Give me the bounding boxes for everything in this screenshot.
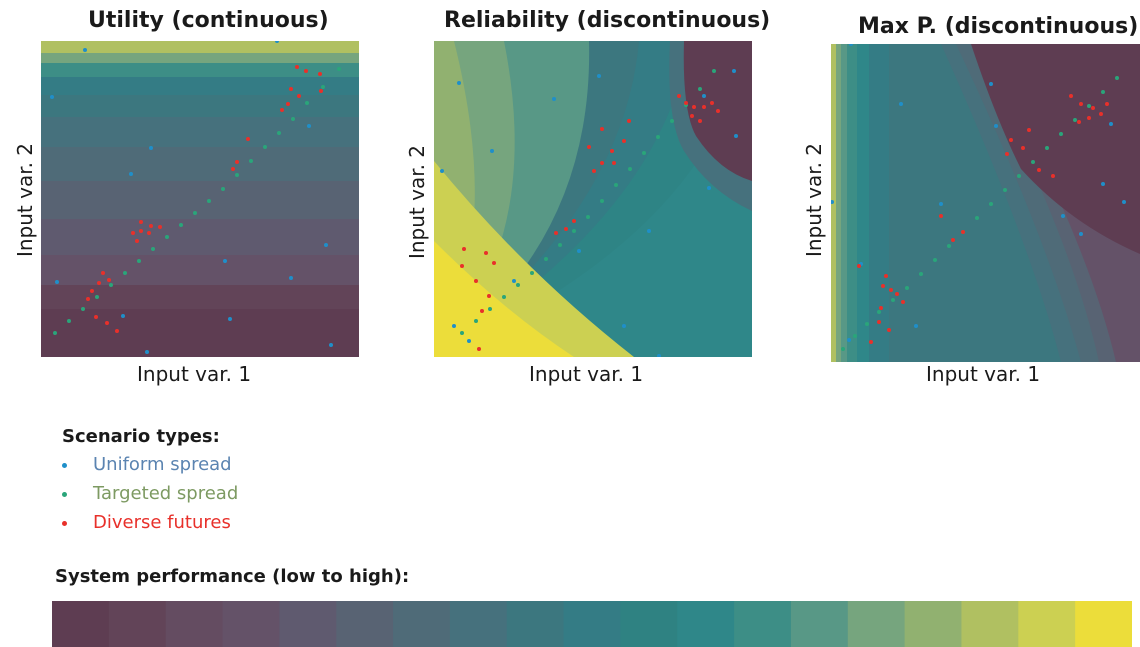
colorbar-title: System performance (low to high): [55, 566, 409, 587]
legend-dot-diverse [62, 521, 67, 526]
colorbar-segment-18 [1018, 601, 1075, 647]
max-p-contour-bands [831, 44, 1140, 362]
panel-2-title: Reliability (discontinuous) [444, 8, 770, 33]
colorbar-segment-8 [450, 601, 507, 647]
colorbar-segment-2 [109, 601, 166, 647]
reliability-surface-plot [434, 41, 752, 357]
colorbar-segment-14 [791, 601, 848, 647]
colorbar-segment-19 [1075, 601, 1132, 647]
legend-item-diverse: Diverse futures [62, 512, 231, 533]
legend-label-diverse: Diverse futures [93, 512, 231, 533]
legend-label-targeted: Targeted spread [93, 483, 238, 504]
colorbar-segment-3 [166, 601, 223, 647]
legend-label-uniform: Uniform spread [93, 454, 232, 475]
legend-title: Scenario types: [62, 426, 220, 447]
colorbar-segment-11 [620, 601, 677, 647]
panel-3-title: Max P. (discontinuous) [858, 14, 1138, 39]
colorbar-segment-4 [223, 601, 280, 647]
colorbar-segment-12 [677, 601, 734, 647]
colorbar-segment-7 [393, 601, 450, 647]
max-p-surface-plot [831, 44, 1140, 362]
panel-1-title: Utility (continuous) [88, 8, 329, 33]
panel-1-y-axis-label: Input var. 2 [13, 135, 37, 265]
colorbar-segment-15 [848, 601, 905, 647]
legend-dot-uniform [62, 463, 67, 468]
colorbar-segment-1 [52, 601, 109, 647]
panel-1-x-axis-label: Input var. 1 [137, 362, 251, 386]
colorbar-segment-10 [564, 601, 621, 647]
colorbar-segment-5 [279, 601, 336, 647]
colorbar-segment-6 [336, 601, 393, 647]
panel-2-y-axis-label: Input var. 2 [405, 137, 429, 267]
colorbar-segment-13 [734, 601, 791, 647]
performance-colorbar [52, 601, 1132, 647]
legend-item-uniform: Uniform spread [62, 454, 232, 475]
colorbar-segment-9 [507, 601, 564, 647]
panel-3-x-axis-label: Input var. 1 [926, 362, 1040, 386]
colorbar-segment-16 [905, 601, 962, 647]
utility-surface-plot [41, 41, 359, 357]
legend-item-targeted: Targeted spread [62, 483, 238, 504]
legend-dot-targeted [62, 492, 67, 497]
colorbar-segment-17 [961, 601, 1018, 647]
panel-2-x-axis-label: Input var. 1 [529, 362, 643, 386]
utility-contour-bands [41, 41, 359, 357]
panel-3-y-axis-label: Input var. 2 [802, 135, 826, 265]
